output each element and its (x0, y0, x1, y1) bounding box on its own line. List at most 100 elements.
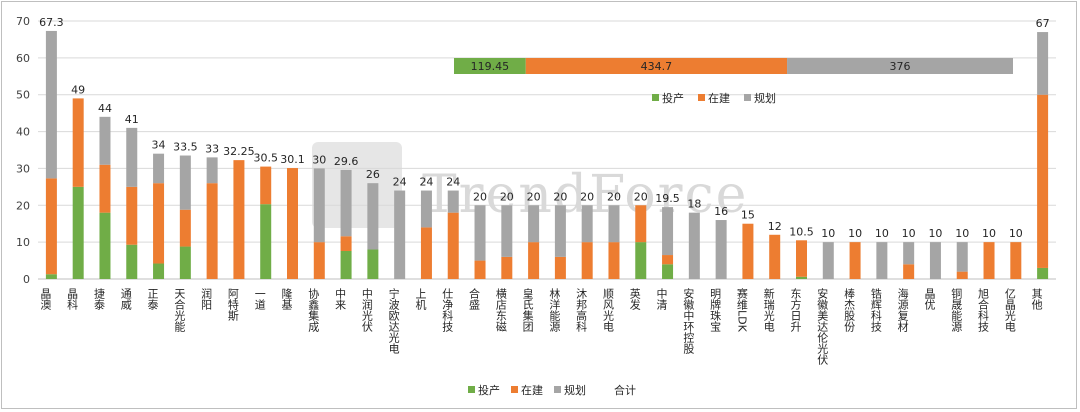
category-label: 顺风光电 (601, 288, 614, 332)
summary-bar-label: 434.7 (641, 60, 673, 73)
category-label: 海源复材 (896, 287, 909, 332)
category-label: 安徽中环控股 (682, 287, 695, 355)
total-label: 44 (98, 102, 112, 115)
bar-segment (903, 242, 915, 265)
total-label: 10 (955, 227, 969, 240)
bar-segment (662, 264, 674, 279)
bar-segment (206, 183, 218, 279)
total-label: 18 (687, 198, 701, 211)
bar-segment (501, 256, 513, 279)
bar-segment (715, 220, 727, 279)
bar-segment (528, 205, 540, 243)
category-label: 天合光能 (173, 288, 186, 333)
y-tick-label: 50 (16, 89, 30, 102)
bar-segment (635, 205, 647, 243)
total-label: 41 (125, 113, 139, 126)
total-label: 20 (634, 190, 648, 203)
total-label: 49 (71, 83, 85, 96)
total-label: 33 (205, 142, 219, 155)
y-tick-label: 60 (16, 52, 30, 65)
bar-segment (447, 212, 459, 279)
bar-segment (903, 264, 915, 279)
y-tick-label: 10 (16, 236, 30, 249)
total-label: 67.3 (39, 16, 64, 29)
category-label: 上机 (414, 288, 427, 310)
category-label: 仕净科技 (441, 288, 454, 333)
category-label: 中润光伏 (360, 288, 373, 332)
summary-bar-segment (787, 58, 1013, 74)
total-label: 10 (928, 227, 942, 240)
bar-segment (99, 212, 111, 279)
bar-segment (72, 98, 84, 187)
bar-segment (367, 249, 379, 279)
legend-label: 规划 (564, 383, 586, 397)
bar-segment (45, 30, 57, 179)
total-label: 24 (419, 176, 433, 189)
total-label: 32.25 (223, 145, 255, 158)
bar-segment (99, 164, 111, 213)
bar-segment (742, 223, 754, 279)
bar-segment (126, 127, 138, 187)
summary-bar-segment (454, 58, 526, 74)
category-label: 润阳 (200, 287, 213, 310)
bar-segment (287, 168, 298, 279)
legend-swatch (511, 386, 518, 393)
bar-segment (554, 256, 566, 279)
bar-segment (45, 274, 57, 279)
category-label: 东方日升 (789, 288, 802, 333)
bar-segment (447, 190, 459, 213)
category-label: 亿晶光电 (1003, 288, 1016, 332)
total-label: 30.1 (280, 153, 305, 166)
y-tick-label: 70 (16, 15, 30, 28)
bar-segment (1010, 242, 1022, 279)
category-label: 晶科 (66, 288, 79, 310)
bar-segment (153, 183, 165, 264)
total-label: 10.5 (789, 225, 814, 238)
total-label: 30.5 (253, 152, 278, 165)
category-label: 合盛 (468, 287, 481, 310)
total-label: 67 (1036, 17, 1050, 30)
bar-segment (99, 116, 111, 165)
category-label: 中来 (334, 288, 347, 310)
category-label: 协鑫集成 (307, 287, 320, 333)
bar-segment (340, 169, 352, 237)
bar-segment (260, 166, 272, 205)
bar-segment (1037, 94, 1049, 268)
total-label: 16 (714, 205, 728, 218)
total-label: 33.5 (173, 141, 198, 154)
category-label: 林洋能源 (548, 287, 561, 333)
bar-segment (45, 178, 57, 275)
total-label: 12 (768, 220, 782, 233)
category-label: 旭合科技 (977, 287, 990, 333)
bar-segment (126, 244, 138, 279)
bar-segment (340, 250, 352, 279)
total-label: 20 (527, 190, 541, 203)
bar-segment (206, 157, 218, 184)
category-label: 隆基 (280, 287, 293, 310)
summary-bar-label: 376 (890, 60, 911, 73)
bar-segment (956, 242, 968, 272)
bar-segment (635, 242, 647, 279)
legend-label: 在建 (521, 383, 543, 397)
bar-segment (72, 186, 84, 279)
summary-bar-segment (525, 58, 788, 74)
y-tick-label: 0 (23, 273, 30, 286)
total-label: 10 (982, 227, 996, 240)
category-label: 阿特斯 (226, 288, 239, 322)
total-label: 10 (1009, 227, 1023, 240)
total-label: 15 (741, 209, 755, 222)
total-label: 24 (393, 176, 407, 189)
category-label: 赛维LDK (735, 287, 748, 333)
legend-label: 投产 (478, 383, 500, 397)
bar-segment (233, 160, 245, 279)
total-label: 10 (821, 227, 835, 240)
bar-segment (153, 153, 165, 184)
bar-segment (153, 263, 165, 279)
category-label: 英发 (628, 287, 641, 311)
category-label: 锆辉科技 (869, 288, 882, 333)
total-label: 19.5 (655, 192, 680, 205)
bar-segment (956, 271, 968, 279)
bar-segment (420, 227, 432, 279)
total-label: 20 (473, 190, 487, 203)
